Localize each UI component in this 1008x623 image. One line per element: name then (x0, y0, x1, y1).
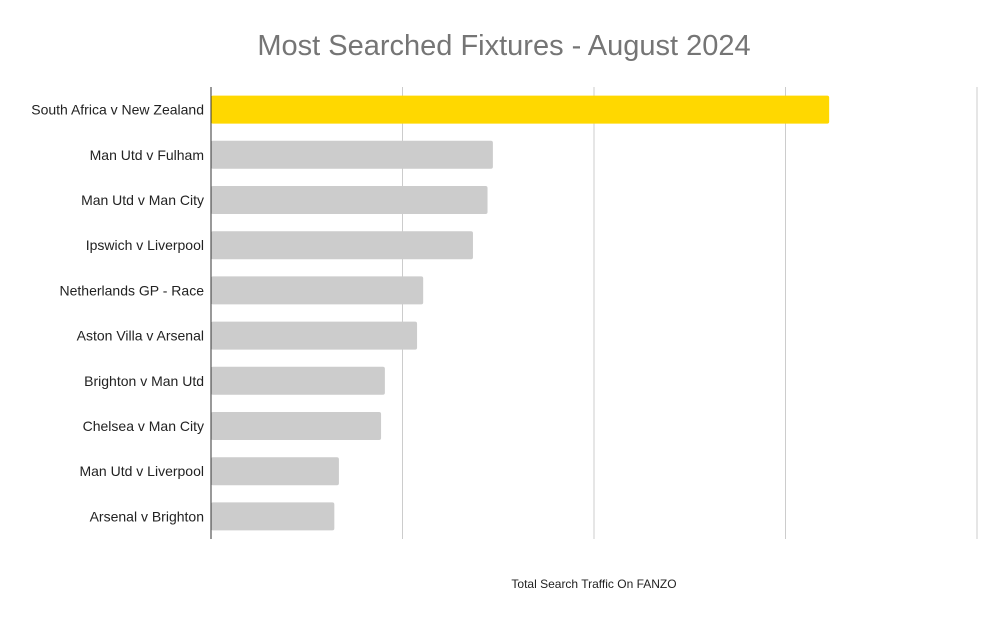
category-label: Aston Villa v Arsenal (77, 328, 204, 344)
bar (211, 366, 385, 395)
bar (211, 502, 335, 531)
bar (211, 95, 830, 124)
category-label: Man Utd v Fulham (90, 147, 204, 163)
category-label: Ipswich v Liverpool (86, 237, 204, 253)
bar (211, 276, 424, 305)
bar (211, 457, 339, 486)
bar (211, 412, 382, 440)
category-label: Man Utd v Man City (81, 192, 204, 208)
bar (211, 231, 473, 260)
bar (211, 140, 493, 169)
category-label: Man Utd v Liverpool (79, 463, 204, 479)
category-label: Arsenal v Brighton (90, 508, 204, 524)
category-label: Chelsea v Man City (83, 418, 204, 434)
category-label: Netherlands GP - Race (60, 282, 205, 298)
category-label: South Africa v New Zealand (31, 102, 204, 118)
chart-title: Most Searched Fixtures - August 2024 (257, 30, 751, 62)
x-axis-label: Total Search Traffic On FANZO (511, 577, 677, 591)
bar (211, 321, 418, 350)
category-label: Brighton v Man Utd (84, 373, 204, 389)
bar (211, 186, 488, 214)
